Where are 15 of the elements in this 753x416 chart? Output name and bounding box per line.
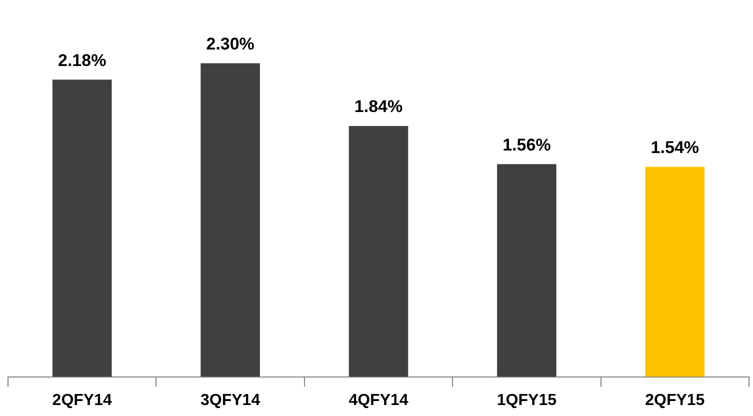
bar (52, 80, 112, 377)
x-tick-label: 1QFY15 (496, 392, 557, 409)
x-tick-label: 3QFY14 (200, 392, 260, 409)
data-label: 2.30% (206, 34, 254, 54)
data-label: 2.18% (58, 50, 106, 70)
bar (497, 164, 556, 377)
data-label: 1.56% (502, 135, 551, 154)
data-label: 1.84% (354, 97, 403, 116)
bar (348, 126, 408, 377)
bar (200, 63, 260, 377)
x-tick-label: 2QFY15 (645, 392, 705, 409)
bar (645, 166, 705, 377)
data-label: 1.54% (650, 138, 699, 158)
x-tick-label: 4QFY14 (348, 392, 408, 409)
x-tick-label: 2QFY14 (52, 392, 112, 409)
